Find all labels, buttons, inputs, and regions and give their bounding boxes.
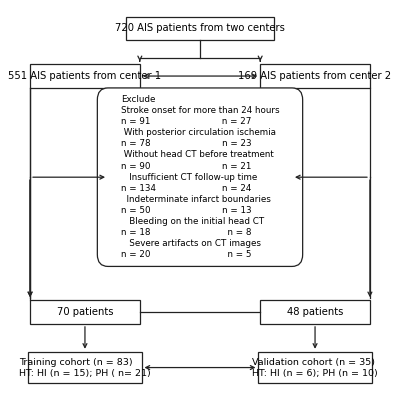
Text: Exclude
Stroke onset for more than 24 hours
n = 91                          n = : Exclude Stroke onset for more than 24 ho… <box>121 95 279 259</box>
Text: Training cohort (n = 83)
HT: HI (n = 15); PH ( n= 21): Training cohort (n = 83) HT: HI (n = 15)… <box>19 357 151 378</box>
FancyBboxPatch shape <box>260 300 370 324</box>
FancyBboxPatch shape <box>30 64 140 88</box>
FancyBboxPatch shape <box>97 88 303 266</box>
Text: 169 AIS patients from center 2: 169 AIS patients from center 2 <box>238 71 392 81</box>
Text: 70 patients: 70 patients <box>57 307 113 317</box>
FancyBboxPatch shape <box>126 17 274 40</box>
FancyBboxPatch shape <box>258 352 372 383</box>
FancyBboxPatch shape <box>260 64 370 88</box>
Text: Validation cohort (n = 35)
HT: HI (n = 6); PH (n = 10): Validation cohort (n = 35) HT: HI (n = 6… <box>252 357 378 378</box>
Text: 48 patients: 48 patients <box>287 307 343 317</box>
FancyBboxPatch shape <box>28 352 142 383</box>
Text: 720 AIS patients from two centers: 720 AIS patients from two centers <box>115 23 285 33</box>
Text: 551 AIS patients from center 1: 551 AIS patients from center 1 <box>8 71 162 81</box>
FancyBboxPatch shape <box>30 300 140 324</box>
